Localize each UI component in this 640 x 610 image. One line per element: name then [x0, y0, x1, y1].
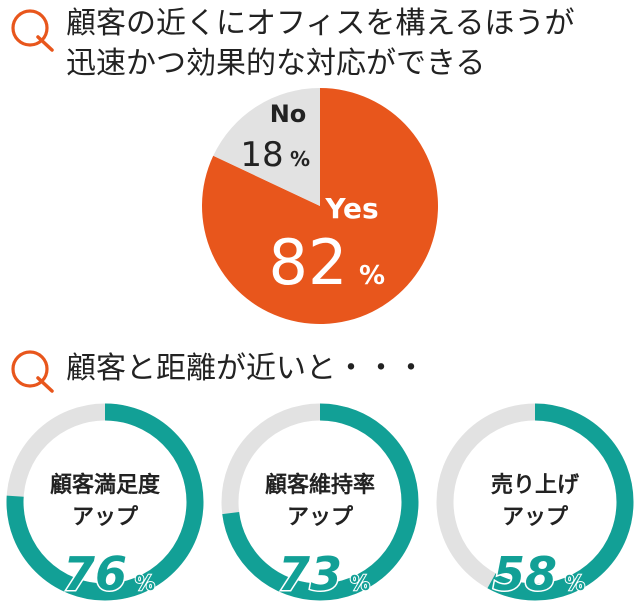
- donut-value: 58: [493, 547, 557, 601]
- donut-percent-sign: %: [350, 571, 370, 595]
- donut-label-line-1: 売り上げ: [491, 472, 580, 498]
- donut-value: 76: [63, 547, 127, 601]
- question-1-text: 顧客の近くにオフィスを構えるほうが 迅速かつ効果的な対応ができる: [66, 4, 575, 84]
- donut-percent-sign: %: [135, 571, 155, 595]
- donut-value-arc: [221, 403, 419, 601]
- no-label: No: [270, 100, 307, 128]
- donut-value: 73: [278, 547, 342, 601]
- donut-label-line-1: 顧客維持率: [265, 472, 375, 498]
- question-1-line-1: 顧客の近くにオフィスを構えるほうが: [66, 6, 575, 41]
- pie-slice-no: [213, 88, 320, 206]
- q-icon: [11, 350, 54, 393]
- donut-label-line-1: 顧客満足度: [50, 472, 161, 498]
- q-icon: [11, 9, 54, 52]
- no-percent-sign: %: [290, 147, 310, 171]
- donut-label-line-2: アップ: [287, 505, 354, 530]
- donut-percent-sign: %: [565, 571, 585, 595]
- donut-value-arc: [436, 403, 634, 601]
- no-value: 18: [240, 135, 283, 175]
- donut-label-line-2: アップ: [502, 505, 569, 530]
- yes-label: Yes: [324, 192, 378, 225]
- question-2-text: 顧客と距離が近いと・・・: [66, 351, 426, 386]
- question-1-line-2: 迅速かつ効果的な対応ができる: [66, 46, 486, 81]
- yes-percent-sign: %: [359, 261, 385, 291]
- yes-value: 82: [269, 226, 348, 299]
- donut-value-arc: [6, 403, 204, 601]
- donut-label-line-2: アップ: [72, 505, 139, 530]
